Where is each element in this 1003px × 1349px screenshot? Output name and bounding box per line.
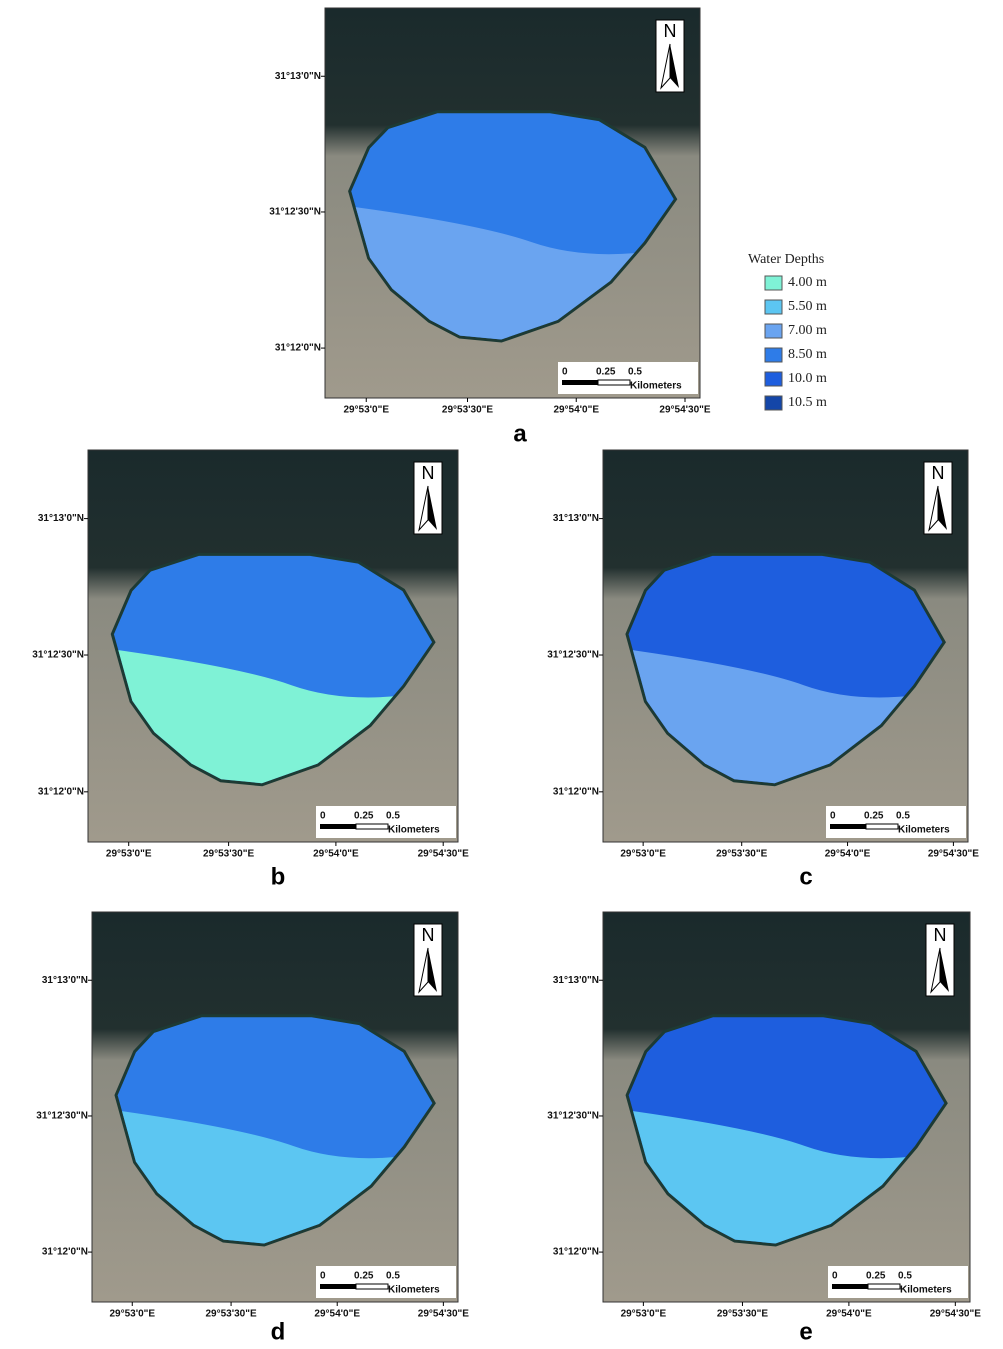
scale-unit: Kilometers (388, 1285, 440, 1296)
lon-label: 29°53'30"E (716, 849, 767, 860)
legend-swatch (765, 324, 782, 338)
scale-tick-label: 0.5 (386, 1271, 400, 1282)
map-panel: N 0 0.25 0.5 Kilometers 31°13'0"N 31°12'30"N 31… (269, 8, 711, 416)
lon-label: 29°53'30"E (717, 1309, 768, 1320)
north-label: N (422, 463, 435, 483)
north-label: N (422, 925, 435, 945)
scale-tick-label: 0.5 (896, 811, 910, 822)
lat-label: 31°12'0"N (42, 1247, 88, 1258)
scale-unit: Kilometers (388, 825, 440, 836)
lat-label: 31°13'0"N (275, 71, 321, 82)
lat-label: 31°12'30"N (547, 650, 599, 661)
scale-tick-label: 0.25 (864, 811, 884, 822)
map-panel: N 0 0.25 0.5 Kilometers 31°13'0"N 31°12'30"N 31… (547, 912, 981, 1320)
scale-bar-dark (830, 824, 866, 829)
panel-label: a (513, 420, 527, 447)
scale-unit: Kilometers (898, 825, 950, 836)
legend-label: 4.00 m (788, 275, 827, 290)
legend-label: 10.0 m (788, 371, 827, 386)
scale-tick-label: 0.25 (596, 367, 616, 378)
lat-label: 31°12'0"N (275, 343, 321, 354)
lon-label: 29°53'30"E (205, 1309, 256, 1320)
lat-label: 31°12'0"N (553, 786, 599, 797)
lon-label: 29°54'0"E (825, 849, 871, 860)
lat-label: 31°12'0"N (38, 786, 84, 797)
legend-swatch (765, 372, 782, 386)
scale-tick-label: 0.25 (866, 1271, 886, 1282)
map-panel: N 0 0.25 0.5 Kilometers 31°13'0"N 31°12'30"N 31… (36, 912, 469, 1320)
lon-label: 29°54'0"E (314, 1309, 360, 1320)
lon-label: 29°53'0"E (620, 849, 666, 860)
legend-swatch (765, 396, 782, 410)
scale-tick-label: 0 (830, 811, 836, 822)
lon-label: 29°54'0"E (553, 405, 599, 416)
legend: Water Depths 4.00 m 5.50 m 7.00 m 8.50 m 10.0… (748, 252, 827, 410)
scale-tick-label: 0 (320, 811, 326, 822)
legend-title: Water Depths (748, 252, 824, 267)
lon-label: 29°54'30"E (930, 1309, 981, 1320)
scale-bar-light (598, 380, 630, 385)
lon-label: 29°54'30"E (418, 849, 469, 860)
map-panel: N 0 0.25 0.5 Kilometers 31°13'0"N 31°12'30"N 31… (547, 450, 979, 860)
lat-label: 31°12'0"N (553, 1247, 599, 1258)
scale-unit: Kilometers (900, 1285, 952, 1296)
legend-swatch (765, 300, 782, 314)
scale-tick-label: 0.25 (354, 811, 374, 822)
legend-label: 5.50 m (788, 299, 827, 314)
lat-label: 31°13'0"N (38, 513, 84, 524)
legend-swatch (765, 348, 782, 362)
lat-label: 31°13'0"N (553, 975, 599, 986)
legend-label: 10.5 m (788, 395, 827, 410)
legend-swatch (765, 276, 782, 290)
scale-bar-light (356, 824, 388, 829)
lon-label: 29°54'0"E (313, 849, 359, 860)
lon-label: 29°53'30"E (203, 849, 254, 860)
lon-label: 29°54'30"E (659, 405, 710, 416)
lon-label: 29°53'0"E (621, 1309, 667, 1320)
lat-label: 31°12'30"N (32, 650, 84, 661)
panel-label: b (271, 863, 286, 890)
scale-bar-dark (562, 380, 598, 385)
north-label: N (934, 925, 947, 945)
scale-bar-dark (832, 1284, 868, 1289)
scale-tick-label: 0 (832, 1271, 838, 1282)
scale-tick-label: 0.5 (386, 811, 400, 822)
lat-label: 31°12'30"N (36, 1111, 88, 1122)
lon-label: 29°53'0"E (106, 849, 152, 860)
figure: N 0 0.25 0.5 Kilometers 31°13'0"N 31°12'30"N 31… (0, 0, 1003, 1344)
lon-label: 29°54'0"E (826, 1309, 872, 1320)
map-panel: N 0 0.25 0.5 Kilometers 31°13'0"N 31°12'30"N 31… (32, 450, 469, 860)
north-label: N (664, 21, 677, 41)
panel-label: e (799, 1318, 812, 1344)
scale-tick-label: 0.5 (898, 1271, 912, 1282)
scale-bar-dark (320, 1284, 356, 1289)
scale-tick-label: 0.5 (628, 367, 642, 378)
scale-tick-label: 0.25 (354, 1271, 374, 1282)
north-label: N (932, 463, 945, 483)
lon-label: 29°53'0"E (343, 405, 389, 416)
legend-label: 8.50 m (788, 347, 827, 362)
lat-label: 31°12'30"N (269, 207, 321, 218)
lon-label: 29°53'30"E (442, 405, 493, 416)
panel-label: d (271, 1318, 286, 1344)
legend-label: 7.00 m (788, 323, 827, 338)
scale-bar-light (356, 1284, 388, 1289)
lat-label: 31°13'0"N (553, 513, 599, 524)
scale-tick-label: 0 (562, 367, 568, 378)
scale-tick-label: 0 (320, 1271, 326, 1282)
scale-bar-dark (320, 824, 356, 829)
scale-unit: Kilometers (630, 381, 682, 392)
lon-label: 29°54'30"E (418, 1309, 469, 1320)
lon-label: 29°54'30"E (928, 849, 979, 860)
scale-bar-light (866, 824, 898, 829)
scale-bar-light (868, 1284, 900, 1289)
lat-label: 31°12'30"N (547, 1111, 599, 1122)
panel-label: c (799, 863, 812, 890)
lat-label: 31°13'0"N (42, 975, 88, 986)
lon-label: 29°53'0"E (109, 1309, 155, 1320)
